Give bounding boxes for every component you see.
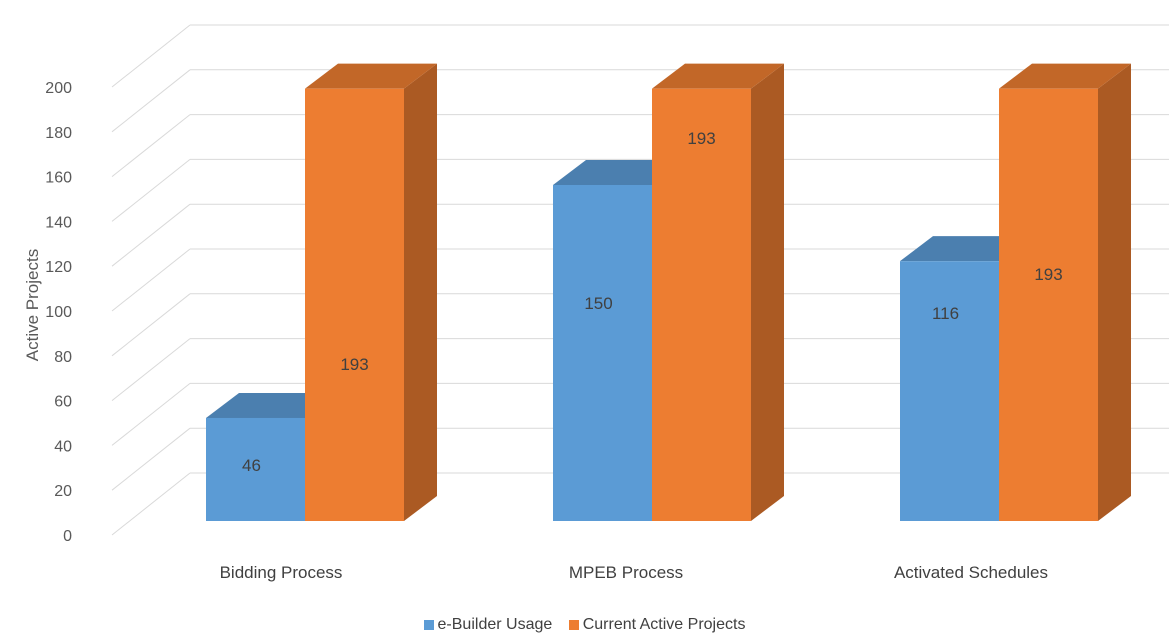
y-axis-title: Active Projects xyxy=(23,249,42,361)
y-axis-ticks: 0 20 40 60 80 100 120 140 160 180 200 xyxy=(45,80,72,545)
category-label: MPEB Process xyxy=(569,563,683,582)
gridline-wall xyxy=(111,24,191,88)
data-label: 193 xyxy=(1034,265,1062,284)
category-label: Bidding Process xyxy=(220,563,343,582)
data-label: 193 xyxy=(340,355,368,374)
y-tick-label: 20 xyxy=(54,483,72,500)
y-tick-label: 40 xyxy=(54,438,72,455)
legend-swatch-current-active-projects xyxy=(568,620,579,630)
bar-top xyxy=(652,63,784,89)
category-labels: Bidding Process MPEB Process Activated Sch… xyxy=(220,563,1048,582)
gridline-wall xyxy=(111,383,191,446)
legend-item-current-active-projects: Current Active Projects xyxy=(568,616,746,634)
gridline-wall xyxy=(111,159,191,222)
legend: e-Builder Usage Current Active Projects xyxy=(0,616,1169,635)
y-tick-label: 100 xyxy=(45,304,72,321)
gridline-wall xyxy=(111,114,191,177)
gridline-wall xyxy=(111,69,191,133)
gridline-wall xyxy=(111,293,191,357)
gridline-wall xyxy=(111,248,191,312)
bar-front xyxy=(999,88,1098,522)
bar-current-active-projects-2 xyxy=(999,63,1131,522)
y-tick-label: 60 xyxy=(54,394,72,411)
gridline-wall xyxy=(111,472,191,536)
legend-label-current-active-projects: Current Active Projects xyxy=(582,616,746,633)
y-tick-label: 80 xyxy=(54,349,72,366)
bar-front xyxy=(553,185,652,521)
bar-top xyxy=(305,63,437,89)
bar-side xyxy=(404,63,437,522)
bars: 46 150 116 193 193 193 xyxy=(206,63,1131,522)
bar-side xyxy=(751,63,784,522)
bar-front xyxy=(305,88,404,522)
bar-top xyxy=(999,63,1131,89)
y-tick-label: 120 xyxy=(45,259,72,276)
bar-side xyxy=(1098,63,1131,522)
y-tick-label: 160 xyxy=(45,170,72,187)
y-tick-label: 180 xyxy=(45,125,72,142)
legend-item-e-builder-usage: e-Builder Usage xyxy=(423,616,553,634)
y-tick-label: 200 xyxy=(45,80,72,97)
data-label: 116 xyxy=(932,304,959,323)
gridline-wall xyxy=(111,427,191,491)
y-tick-label: 140 xyxy=(45,214,72,231)
data-label: 150 xyxy=(584,294,612,313)
bar-front xyxy=(900,261,999,521)
gridline-wall xyxy=(111,338,191,401)
category-label: Activated Schedules xyxy=(894,563,1048,582)
gridline-wall xyxy=(111,203,191,267)
bar-current-active-projects-0 xyxy=(305,63,437,522)
legend-label-e-builder-usage: e-Builder Usage xyxy=(437,616,553,633)
bar-front xyxy=(206,417,305,521)
y-tick-label: 0 xyxy=(63,528,72,545)
data-label: 46 xyxy=(242,456,261,475)
legend-swatch-e-builder-usage xyxy=(423,620,434,630)
bar-current-active-projects-1 xyxy=(652,63,784,522)
data-label: 193 xyxy=(687,129,715,148)
bar-front xyxy=(652,88,751,522)
